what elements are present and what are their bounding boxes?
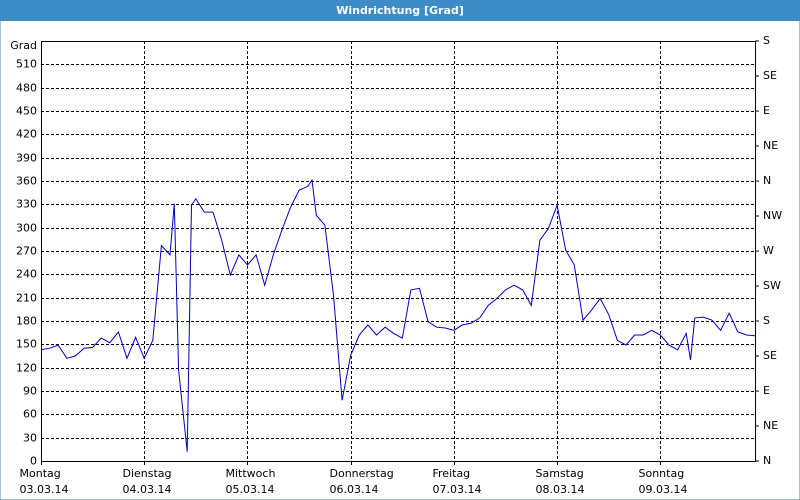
x-tick-label: Samstag <box>536 467 584 480</box>
y-tick-label: 390 <box>16 152 37 165</box>
x-tick-label: Dienstag <box>123 467 172 480</box>
y2-tick-label: E <box>763 104 770 117</box>
y2-tick-label: SE <box>763 69 777 82</box>
y2-tick-label: E <box>763 384 770 397</box>
y2-tick-label: NW <box>763 209 782 222</box>
y-tick-label: 420 <box>16 128 37 141</box>
y-tick-label: 180 <box>16 315 37 328</box>
x-tick-date: 04.03.14 <box>123 483 172 496</box>
x-tick-label: Freitag <box>433 467 471 480</box>
y2-tick-label: W <box>763 244 774 257</box>
y-tick-label: 360 <box>16 175 37 188</box>
x-tick-date: 06.03.14 <box>330 483 379 496</box>
x-tick-date: 09.03.14 <box>639 483 688 496</box>
y2-tick-label: NE <box>763 419 778 432</box>
y-tick-label: 150 <box>16 338 37 351</box>
y-tick-label: 300 <box>16 222 37 235</box>
y-tick-label: 30 <box>23 432 37 445</box>
chart-title: Windrichtung [Grad] <box>336 4 464 17</box>
x-tick-date: 03.03.14 <box>20 483 69 496</box>
y2-tick-label: SE <box>763 349 777 362</box>
y2-tick-label: N <box>763 174 771 187</box>
y-tick-label: 120 <box>16 362 37 375</box>
y-axis-label: Grad <box>10 39 37 52</box>
y-tick-label: 210 <box>16 292 37 305</box>
y2-tick-label: S <box>763 34 770 47</box>
title-bar <box>0 0 800 21</box>
y2-tick-label: S <box>763 314 770 327</box>
x-tick-date: 07.03.14 <box>433 483 482 496</box>
y-tick-label: 240 <box>16 268 37 281</box>
y-tick-label: 0 <box>30 455 37 468</box>
y2-tick-label: N <box>763 454 771 467</box>
x-tick-label: Montag <box>20 467 61 480</box>
plot-frame <box>41 41 756 462</box>
y-tick-label: 330 <box>16 198 37 211</box>
y-tick-label: 450 <box>16 105 37 118</box>
y-tick-label: 270 <box>16 245 37 258</box>
x-tick-date: 08.03.14 <box>536 483 585 496</box>
x-tick-date: 05.03.14 <box>226 483 275 496</box>
y-tick-label: 510 <box>16 58 37 71</box>
y2-tick-label: NE <box>763 139 778 152</box>
y-tick-label: 60 <box>23 408 37 421</box>
y-tick-label: 480 <box>16 82 37 95</box>
y-tick-label: 90 <box>23 385 37 398</box>
y2-tick-label: SW <box>763 279 781 292</box>
data-line <box>40 178 756 452</box>
x-tick-label: Mittwoch <box>226 467 276 480</box>
x-tick-label: Donnerstag <box>330 467 394 480</box>
x-tick-label: Sonntag <box>639 467 685 480</box>
